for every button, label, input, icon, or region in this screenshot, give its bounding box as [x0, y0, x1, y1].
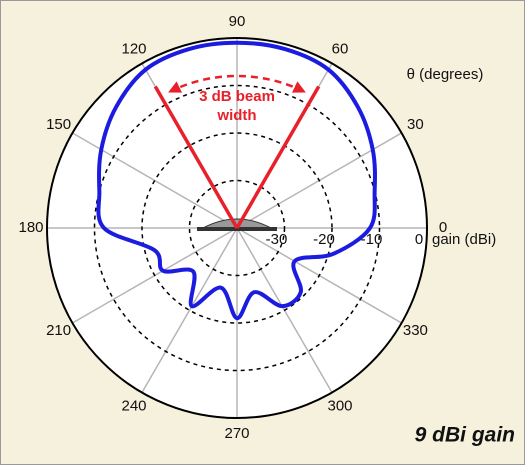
- theta-tick-label: 180: [18, 219, 43, 236]
- theta-axis-label: θ (degrees): [407, 66, 484, 83]
- annotation: 3 dB beam: [199, 88, 275, 105]
- theta-tick-label: 150: [46, 116, 71, 133]
- beam-line: [235, 85, 321, 229]
- spoke: [141, 227, 238, 393]
- chart-title: 9 dBi gain: [415, 424, 515, 447]
- r-axis-label: gain (dBi): [432, 231, 496, 248]
- theta-tick-label: 120: [121, 41, 146, 58]
- ring: [46, 37, 428, 419]
- r-tick-label: -20: [313, 231, 335, 248]
- beam-arc: [168, 74, 306, 93]
- theta-tick-label: 270: [224, 425, 249, 442]
- theta-tick-label: 330: [403, 322, 428, 339]
- antenna-base: [197, 227, 277, 231]
- theta-tick-label: 210: [46, 322, 71, 339]
- ring: [93, 84, 381, 372]
- theta-tick-label: 60: [332, 41, 349, 58]
- theta-tick-label: 300: [327, 397, 352, 414]
- theta-tick-label: 0: [439, 219, 447, 236]
- beam-line: [153, 85, 239, 229]
- theta-tick-label: 90: [229, 13, 246, 30]
- r-tick-label: -30: [266, 231, 288, 248]
- ring: [141, 132, 333, 324]
- pattern-line: [96, 40, 377, 321]
- theta-tick-label: 240: [121, 397, 146, 414]
- ring: [188, 179, 286, 277]
- annotation: width: [216, 107, 256, 124]
- theta-tick-label: 30: [407, 116, 424, 133]
- r-tick-label: 0: [415, 231, 423, 248]
